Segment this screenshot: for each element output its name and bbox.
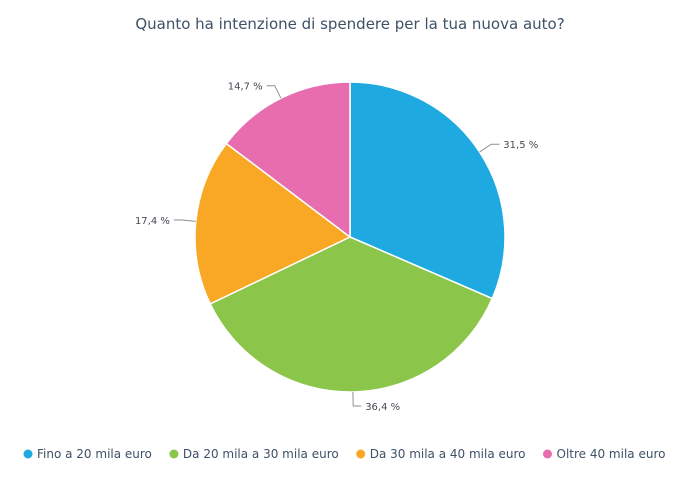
pie-data-labels: 31,5 % 36,4 % 17,4 % 14,7 % bbox=[135, 82, 538, 413]
data-label-da-30-mila-a-40-mila-euro: 17,4 % bbox=[135, 216, 170, 227]
data-label-da-20-mila-a-30-mila-euro: 36,4 % bbox=[365, 402, 400, 413]
legend-marker bbox=[169, 449, 179, 459]
leader-line-da-30-mila-a-40-mila-euro bbox=[173, 219, 196, 222]
data-label-fino-a-20-mila-euro: 31,5 % bbox=[503, 140, 538, 151]
pie-slice-da-20-mila-a-30-mila-euro bbox=[209, 236, 494, 393]
leader-line-da-20-mila-a-30-mila-euro bbox=[352, 391, 362, 407]
pie-slice-fino-a-20-mila-euro bbox=[349, 81, 506, 300]
legend-marker bbox=[543, 449, 552, 459]
legend-item-oltre-40-mila-euro[interactable]: Oltre 40 mila euro bbox=[543, 447, 665, 461]
legend-marker bbox=[23, 449, 33, 459]
legend-label: Fino a 20 mila euro bbox=[37, 447, 152, 461]
legend-label: Da 30 mila a 40 mila euro bbox=[370, 447, 526, 461]
pie-slice-oltre-40-mila-euro bbox=[225, 81, 351, 239]
legend-item-da-20-mila-a-30-mila-euro[interactable]: Da 20 mila a 30 mila euro bbox=[169, 447, 339, 461]
legend-label: Oltre 40 mila euro bbox=[557, 447, 666, 461]
legend-item-fino-a-20-mila-euro[interactable]: Fino a 20 mila euro bbox=[23, 447, 152, 461]
legend: Fino a 20 mila euro Da 20 mila a 30 mila … bbox=[23, 447, 665, 461]
pie-slice-da-30-mila-a-40-mila-euro bbox=[194, 142, 352, 305]
chart-title: Quanto ha intenzione di spendere per la … bbox=[135, 15, 564, 33]
leader-line-fino-a-20-mila-euro bbox=[479, 143, 500, 153]
data-label-oltre-40-mila-euro: 14,7 % bbox=[228, 82, 263, 93]
leader-line-oltre-40-mila-euro bbox=[266, 85, 282, 99]
legend-label: Da 20 mila a 30 mila euro bbox=[183, 447, 339, 461]
legend-marker bbox=[356, 449, 366, 459]
legend-item-da-30-mila-a-40-mila-euro[interactable]: Da 30 mila a 40 mila euro bbox=[356, 447, 526, 461]
pie-slices bbox=[194, 81, 506, 393]
